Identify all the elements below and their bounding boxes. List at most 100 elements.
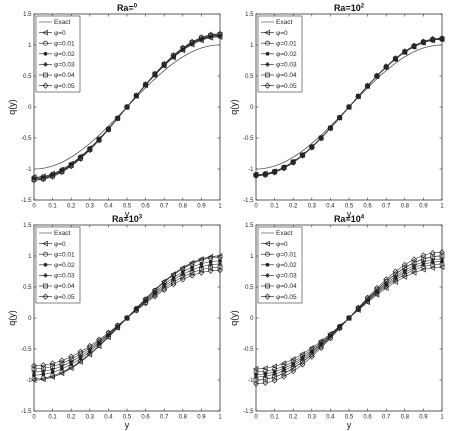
data-point: [383, 276, 390, 283]
legend: Exact φ=0 φ=0.01 φ=0.02 φ=0.03 φ=0.04 φ=0.05: [257, 15, 303, 93]
y-tick-label: -1.5: [21, 198, 32, 204]
data-point: [179, 276, 186, 283]
data-point: [208, 262, 213, 268]
y-tick-label: -1.5: [243, 198, 254, 204]
x-tick-label: 0: [32, 204, 36, 210]
data-point: [439, 253, 445, 259]
data-point: [106, 332, 111, 337]
data-point: [77, 348, 84, 355]
data-point: [401, 261, 408, 268]
data-point: [300, 359, 305, 365]
data-point: [124, 103, 130, 111]
subplot-4: 0 0.1 0.2 0.3 0.4 0.5 0.6 0.7 0.8 0.9 1 -1.5 -1 -0.5 0…: [229, 214, 445, 430]
series-diamond: [31, 30, 223, 184]
x-axis-label: y: [125, 420, 130, 430]
data-point: [356, 306, 361, 312]
x-tick-label: 0.2: [67, 415, 76, 421]
data-point: [262, 379, 269, 387]
data-point: [401, 273, 408, 280]
data-point: [439, 256, 445, 262]
data-point: [336, 114, 343, 121]
data-point: [346, 314, 352, 322]
y-tick-label: 1: [250, 43, 254, 49]
x-axis-label: y: [347, 420, 352, 430]
data-point: [31, 176, 37, 182]
data-point: [189, 267, 195, 273]
data-point: [68, 163, 75, 170]
data-point: [59, 168, 65, 174]
data-point: [299, 152, 306, 159]
legend-marker: [264, 240, 270, 247]
series-line: [33, 269, 221, 367]
legend-marker: [42, 240, 48, 247]
x-tick-label: 0.9: [419, 415, 428, 421]
data-point: [271, 377, 278, 384]
legend-label: φ=0.02: [276, 262, 297, 269]
y-tick-label: -1: [26, 378, 32, 384]
legend-label: φ=0: [276, 241, 288, 248]
legend-label: φ=0.03: [276, 62, 297, 69]
data-point: [179, 44, 186, 51]
data-point: [59, 169, 65, 176]
data-point: [299, 351, 305, 357]
data-point: [430, 257, 435, 263]
x-tick-label: 0.4: [326, 415, 335, 421]
x-tick-label: 0.6: [141, 415, 150, 421]
chart-title: Ra=104: [334, 214, 365, 224]
data-point: [365, 296, 370, 302]
y-tick-label: 0.5: [23, 74, 32, 80]
y-tick-label: -1.5: [243, 409, 254, 415]
data-point: [59, 360, 65, 366]
data-point: [41, 175, 46, 181]
x-tick-label: 0: [32, 415, 36, 421]
legend-label: φ=0.01: [276, 251, 297, 258]
data-point: [411, 263, 417, 268]
y-tick-label: -0.5: [243, 347, 254, 353]
data-point: [374, 72, 380, 79]
series-diamond: [253, 249, 445, 387]
data-point: [171, 53, 176, 59]
data-point: [402, 265, 408, 271]
legend-marker: [43, 72, 48, 78]
x-tick-label: 0.3: [308, 204, 317, 210]
data-point: [290, 363, 296, 368]
legend-label: φ=0.05: [276, 83, 297, 90]
x-tick-label: 1: [440, 204, 444, 210]
chart-title: Ra=102: [334, 3, 365, 13]
y-tick-label: 0: [28, 316, 32, 322]
data-point: [59, 357, 65, 364]
data-point: [290, 368, 297, 375]
data-point: [272, 371, 277, 377]
subplot-2: 0 0.1 0.2 0.3 0.4 0.5 0.6 0.7 0.8 0.9 1 -1.5 -1 -0.5 0…: [229, 3, 445, 219]
data-point: [308, 144, 315, 151]
data-point: [383, 285, 389, 291]
legend-marker: [42, 293, 49, 300]
data-point: [142, 81, 149, 88]
data-point: [281, 165, 287, 172]
y-tick-label: 0: [28, 105, 32, 111]
data-point: [105, 329, 112, 336]
legend-marker: [43, 273, 48, 278]
data-point: [207, 31, 214, 38]
data-point: [327, 335, 334, 342]
legend-marker: [265, 62, 270, 67]
legend-label: φ=0.01: [276, 40, 297, 47]
data-point: [180, 46, 186, 52]
data-point: [31, 366, 37, 372]
y-tick-label: -0.5: [21, 347, 32, 353]
data-point: [68, 356, 74, 362]
data-point: [392, 55, 399, 62]
x-tick-label: 1: [218, 415, 222, 421]
data-point: [253, 172, 259, 178]
data-point: [392, 268, 399, 275]
x-tick-label: 0.7: [382, 415, 391, 421]
data-point: [217, 30, 223, 37]
x-tick-label: 0.3: [308, 415, 317, 421]
data-point: [429, 249, 436, 257]
data-point: [253, 374, 259, 380]
x-tick-label: 0.3: [86, 204, 95, 210]
chart-title: Ra=103: [112, 214, 143, 224]
y-tick-label: 1: [28, 43, 32, 49]
x-tick-label: 0.5: [123, 415, 132, 421]
